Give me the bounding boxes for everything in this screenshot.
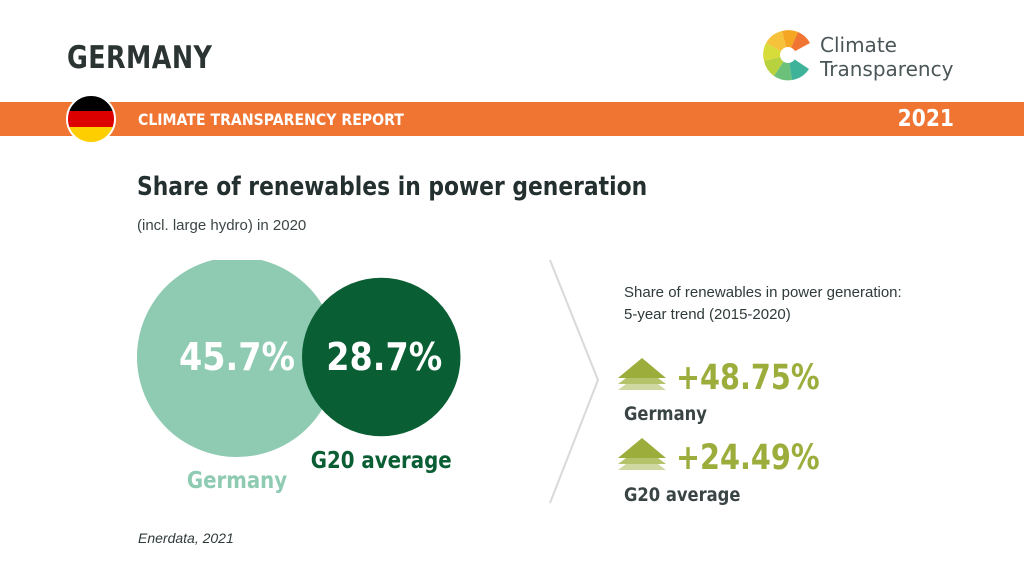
germany-flag-icon	[66, 94, 116, 144]
report-banner	[0, 102, 1024, 136]
logo-text-line1: Climate	[820, 33, 897, 57]
chart-subtitle: (incl. large hydro) in 2020	[137, 217, 307, 234]
logo-text-line2: Transparency	[820, 57, 954, 81]
bubble-g20-value: 28.7%	[326, 336, 442, 380]
trend-label-g20: G20 average	[624, 484, 741, 506]
report-label: CLIMATE TRANSPARENCY REPORT	[138, 110, 404, 129]
trend-title-line1: Share of renewables in power generation:	[624, 284, 902, 301]
section-divider	[549, 259, 600, 504]
trend-label-germany: Germany	[624, 403, 707, 425]
trend-up-icon	[618, 358, 666, 390]
bubble-g20-average	[302, 277, 461, 437]
bubble-germany	[137, 260, 337, 457]
source-note: Enerdata, 2021	[138, 530, 234, 546]
renewables-bubble-chart: 45.7% 28.7% Germany G20 average	[137, 260, 461, 495]
logo-text: Climate Transparency	[820, 33, 953, 81]
trend-value-g20: +24.49%	[676, 438, 820, 478]
report-year: 2021	[897, 106, 954, 132]
trend-title-line2: 5-year trend (2015-2020)	[624, 306, 791, 323]
bubble-germany-label: Germany	[187, 468, 287, 495]
bubble-g20-label: G20 average	[311, 448, 452, 475]
trend-value-germany: +48.75%	[676, 358, 820, 398]
trend-up-icon	[618, 438, 666, 470]
climate-transparency-logo	[763, 30, 810, 81]
country-title: GERMANY	[67, 40, 213, 76]
chart-title: Share of renewables in power generation	[137, 172, 648, 202]
trend-title: Share of renewables in power generation:…	[624, 282, 902, 326]
bubble-germany-value: 45.7%	[179, 336, 295, 380]
